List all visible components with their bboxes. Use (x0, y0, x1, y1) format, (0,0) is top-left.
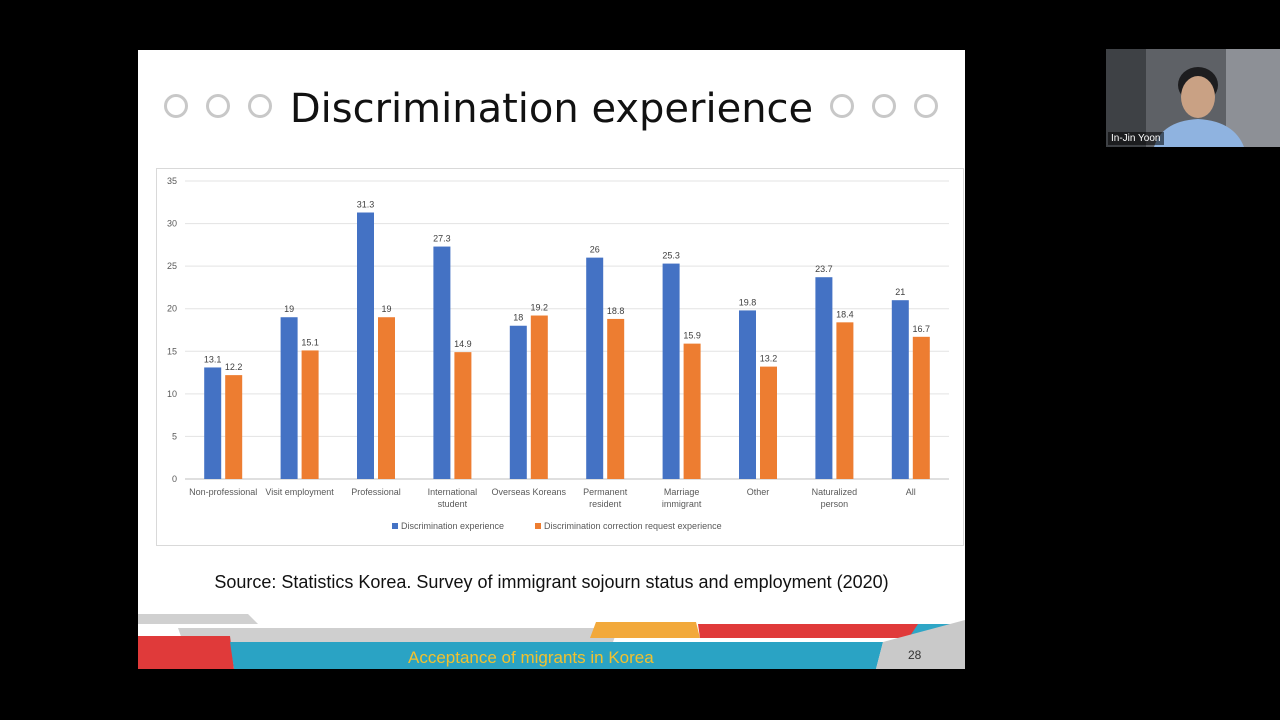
bar-correction-request (683, 343, 701, 479)
decor-circle-icon (914, 94, 938, 118)
bar-correction-request (607, 318, 625, 479)
data-label: 21 (895, 287, 905, 297)
x-tick-label: Non-professional (189, 487, 257, 497)
x-tick-label: Marriage (664, 487, 700, 497)
data-label: 14.9 (454, 339, 472, 349)
x-tick-label: Overseas Koreans (492, 487, 567, 497)
data-label: 19 (381, 304, 391, 314)
x-tick-label: Naturalized (812, 487, 858, 497)
y-tick-label: 5 (172, 431, 177, 441)
data-label: 19 (284, 304, 294, 314)
legend-swatch (392, 523, 398, 529)
data-label: 23.7 (815, 264, 833, 274)
data-label: 15.1 (301, 337, 319, 347)
x-tick-label: student (438, 499, 468, 509)
data-label: 18 (513, 313, 523, 323)
bar-discrimination (739, 310, 756, 479)
decor-circle-icon (872, 94, 896, 118)
legend-label: Discrimination correction request experi… (544, 521, 722, 531)
x-tick-label: All (906, 487, 916, 497)
chart-frame: 0 5 10 15 20 25 30 35 13.1 12.2 Non-professional 19… (156, 168, 964, 546)
data-label: 18.8 (607, 306, 625, 316)
bar-correction-request (912, 336, 930, 479)
data-label: 19.2 (531, 303, 549, 313)
decor-circle-icon (164, 94, 188, 118)
participant-video-tile[interactable] (1106, 49, 1280, 147)
bar-discrimination (280, 317, 298, 479)
bar-correction-request (836, 322, 854, 479)
y-tick-label: 35 (167, 176, 177, 186)
bar-discrimination (891, 300, 909, 479)
legend-label: Discrimination experience (401, 521, 504, 531)
x-tick-label: Other (747, 487, 770, 497)
x-tick-label: immigrant (662, 499, 702, 509)
participant-avatar (1106, 49, 1280, 147)
y-tick-label: 15 (167, 346, 177, 356)
footer-title: Acceptance of migrants in Korea (408, 648, 654, 667)
x-tick-label: Visit employment (265, 487, 334, 497)
bar-correction-request (454, 352, 472, 479)
bar-correction-request (225, 375, 243, 479)
data-label: 16.7 (913, 324, 931, 334)
presentation-slide: Discrimination experience 0 5 10 15 20 25 30 35… (138, 50, 965, 669)
x-tick-label: International (428, 487, 478, 497)
data-label: 12.2 (225, 362, 243, 372)
source-citation: Source: Statistics Korea. Survey of immi… (214, 572, 889, 592)
bar-discrimination (357, 212, 374, 479)
data-label: 25.3 (662, 251, 680, 261)
bar-discrimination (433, 246, 451, 479)
slide-title: Discrimination experience (289, 86, 814, 132)
data-label: 18.4 (836, 309, 854, 319)
x-tick-label: Permanent (583, 487, 628, 497)
x-tick-label: person (821, 499, 849, 509)
data-label: 13.1 (204, 354, 222, 364)
data-label: 13.2 (760, 354, 778, 364)
y-tick-label: 0 (172, 474, 177, 484)
footer-decoration (138, 614, 965, 669)
bar-correction-request (301, 350, 319, 479)
y-tick-label: 30 (167, 219, 177, 229)
participant-name-label: In-Jin Yoon (1108, 132, 1164, 145)
bar-chart: 0 5 10 15 20 25 30 35 13.112.2 Non-professional 19… (167, 176, 949, 531)
bar-discrimination (509, 325, 527, 479)
y-tick-label: 20 (167, 304, 177, 314)
bar-discrimination (586, 257, 604, 479)
x-tick-label: Professional (351, 487, 401, 497)
bar-discrimination (662, 263, 680, 479)
decor-circle-icon (830, 94, 854, 118)
bar-discrimination (204, 367, 222, 479)
y-tick-label: 25 (167, 261, 177, 271)
data-label: 27.3 (433, 234, 451, 244)
slide-title-row: Discrimination experience (138, 84, 965, 136)
bar-discrimination (815, 277, 833, 479)
data-label: 26 (590, 245, 600, 255)
data-label: 31.3 (357, 200, 375, 210)
data-label: 15.9 (683, 331, 701, 341)
y-tick-label: 10 (167, 389, 177, 399)
bar-correction-request (378, 317, 395, 479)
data-label: 19.8 (739, 297, 757, 307)
bar-correction-request (530, 315, 548, 479)
bar-correction-request (760, 366, 777, 479)
x-tick-label: resident (589, 499, 622, 509)
decor-circle-icon (206, 94, 230, 118)
legend-swatch (535, 523, 541, 529)
decor-circle-icon (248, 94, 272, 118)
page-number: 28 (908, 648, 922, 662)
